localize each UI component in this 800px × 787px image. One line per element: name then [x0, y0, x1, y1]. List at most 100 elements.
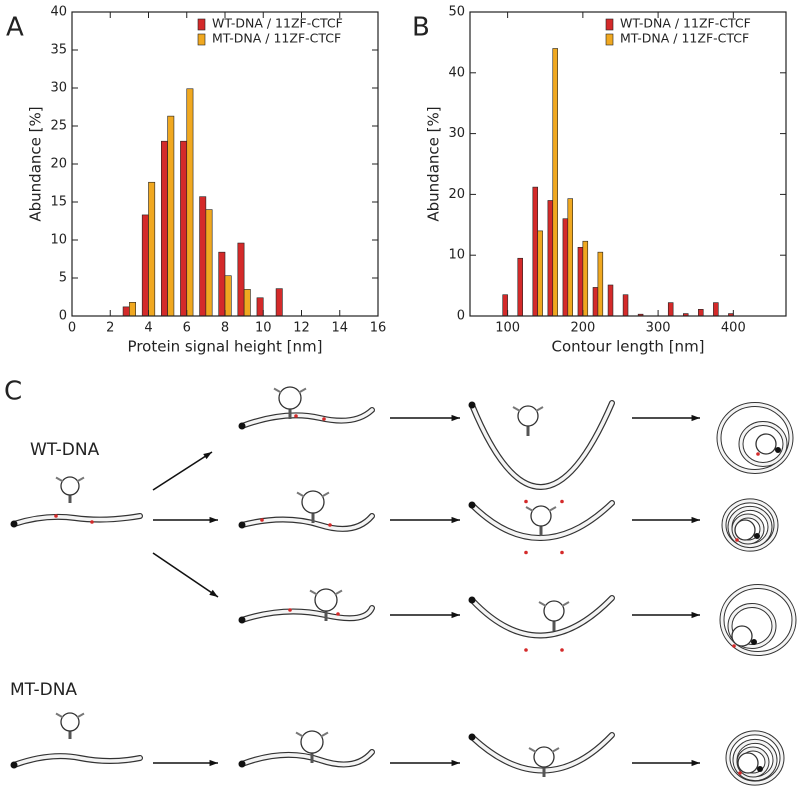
- y-tick-label: 15: [50, 195, 67, 210]
- bar: [148, 181, 156, 317]
- panel-label: B: [412, 13, 430, 43]
- dna-end: [10, 761, 18, 769]
- row-label: WT-DNA: [30, 440, 100, 460]
- panel-label: C: [4, 377, 22, 407]
- dna-body: [240, 514, 374, 531]
- bar: [597, 251, 604, 317]
- protein-arm: [309, 589, 343, 596]
- arrow-head: [691, 759, 700, 767]
- protein: [530, 505, 552, 527]
- bar: [141, 214, 149, 317]
- protein: [533, 746, 555, 768]
- protein-arm: [273, 387, 307, 394]
- legend-swatch: [197, 18, 206, 31]
- legend-swatch: [605, 18, 614, 31]
- dna-end: [754, 533, 760, 539]
- bar: [502, 294, 508, 317]
- protein-arm: [525, 506, 557, 512]
- dna-end: [757, 766, 763, 772]
- bar: [167, 115, 175, 317]
- arrow-head: [209, 759, 218, 767]
- bar: [199, 196, 207, 317]
- protein-arm: [512, 406, 544, 412]
- protein-arm: [528, 747, 560, 753]
- dna-body: [240, 408, 374, 428]
- arrow-head: [209, 589, 218, 597]
- plot-frame: [469, 11, 787, 317]
- bar: [186, 88, 194, 317]
- binding-site: [54, 514, 58, 518]
- protein-arm: [295, 731, 329, 738]
- panel-label: A: [6, 13, 24, 43]
- dna-loop: [722, 499, 778, 551]
- x-axis-label: Contour length [nm]: [551, 338, 704, 356]
- x-tick-label: 100: [495, 321, 520, 336]
- dna-body: [470, 501, 614, 540]
- bar: [218, 251, 226, 317]
- y-tick-label: 30: [50, 81, 67, 96]
- y-tick-label: 0: [457, 309, 465, 324]
- bar: [577, 246, 584, 317]
- dna-end: [468, 501, 476, 509]
- y-tick-label: 25: [50, 119, 67, 134]
- protein: [734, 519, 756, 541]
- dna-loop: [732, 514, 764, 544]
- binding-site: [288, 608, 292, 612]
- y-tick-label: 40: [448, 65, 465, 80]
- binding-site: [560, 550, 564, 555]
- dna-body: [240, 750, 374, 767]
- bar: [562, 218, 569, 317]
- y-tick-label: 0: [59, 309, 67, 324]
- bar: [237, 242, 245, 317]
- x-tick-label: 300: [646, 321, 671, 336]
- bar: [256, 297, 264, 317]
- binding-site: [336, 612, 340, 616]
- arrow-head: [691, 414, 700, 422]
- binding-site: [732, 644, 736, 648]
- bar: [667, 302, 674, 317]
- bar: [243, 289, 251, 317]
- binding-site: [738, 771, 742, 775]
- arrow-head: [451, 611, 460, 619]
- bar: [547, 200, 554, 317]
- diagram: [10, 386, 797, 786]
- x-tick-label: 0: [68, 321, 76, 336]
- bar: [161, 140, 168, 317]
- binding-site: [90, 520, 94, 524]
- protein: [278, 386, 302, 410]
- protein: [314, 588, 338, 612]
- arrow-head: [691, 516, 700, 524]
- protein: [60, 712, 80, 732]
- legend-swatch: [605, 33, 614, 46]
- arrow-head: [451, 759, 460, 767]
- dna-end: [468, 596, 476, 604]
- y-axis-label: Abundance [%]: [27, 106, 45, 221]
- dna-loop: [733, 739, 777, 781]
- dna-end: [238, 616, 246, 624]
- dna-body: [12, 754, 142, 767]
- y-tick-label: 35: [50, 43, 67, 58]
- protein: [517, 405, 539, 427]
- bar: [592, 287, 599, 317]
- x-tick-label: 16: [370, 321, 387, 336]
- dna-body: [470, 596, 614, 638]
- bar: [122, 306, 130, 317]
- dna-end: [238, 422, 246, 430]
- y-tick-label: 40: [50, 5, 67, 20]
- dna-end: [238, 521, 246, 529]
- bar: [129, 302, 136, 317]
- protein: [60, 476, 80, 496]
- protein-arm: [55, 476, 85, 483]
- arrow-head: [209, 516, 218, 524]
- bar: [713, 302, 719, 317]
- bar: [537, 230, 543, 317]
- bar: [517, 257, 523, 317]
- binding-site: [560, 499, 564, 504]
- protein: [300, 730, 324, 754]
- dna-end: [775, 447, 781, 453]
- x-tick-label: 8: [221, 321, 229, 336]
- dna-loop: [728, 506, 772, 548]
- dna-loop: [728, 604, 776, 648]
- binding-site: [260, 518, 264, 522]
- y-tick-label: 10: [50, 233, 67, 248]
